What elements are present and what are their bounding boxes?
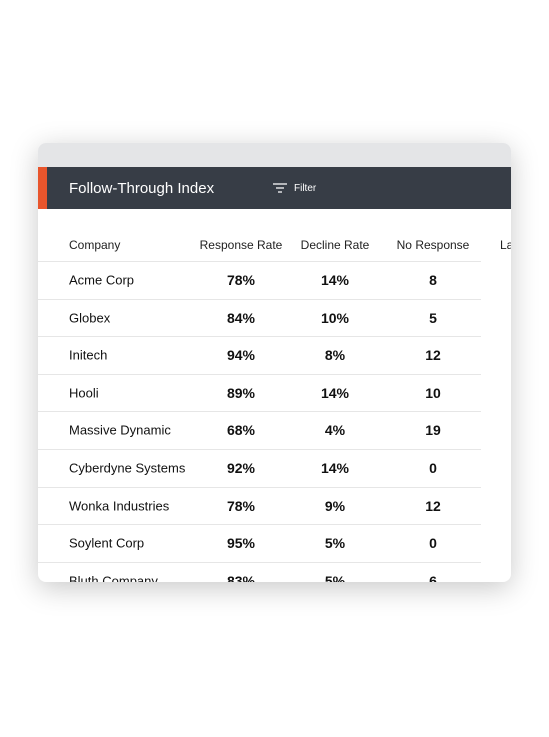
- table-cell: 0: [429, 535, 437, 552]
- table-cell: 4%: [324, 422, 346, 439]
- row-divider: [38, 261, 481, 262]
- company-name: Wonka Industries: [69, 498, 170, 514]
- table-cell: 5%: [324, 572, 346, 582]
- row-divider: [38, 524, 481, 526]
- column-header: La: [500, 238, 511, 252]
- table-cell: 78%: [226, 497, 256, 514]
- table-cell: 68%: [226, 422, 256, 439]
- header-bar: Follow-Through Index Filter: [38, 167, 511, 209]
- table-cell: 12: [425, 347, 441, 364]
- table-cell: 12: [425, 497, 441, 514]
- row-divider: [38, 336, 481, 338]
- row-divider: [38, 298, 481, 300]
- table-card: Follow-Through Index Filter Company Respo…: [38, 143, 511, 582]
- table-cell: 9%: [324, 497, 346, 514]
- table-cell: 5%: [324, 535, 346, 552]
- column-header: No Response: [396, 238, 470, 252]
- top-strip: [38, 143, 511, 167]
- column-header: Response Rate: [199, 238, 283, 252]
- column-header: Company: [69, 238, 121, 252]
- table-cell: 83%: [226, 572, 256, 582]
- table-cell: 89%: [226, 384, 256, 401]
- table-cell: 5: [429, 309, 437, 326]
- table-cell: 10%: [320, 309, 350, 326]
- table-cell: 19: [425, 422, 441, 439]
- row-divider: [38, 486, 481, 488]
- table-cell: 14%: [320, 460, 350, 476]
- row-divider: [38, 373, 481, 375]
- company-name: Acme Corp: [69, 272, 135, 288]
- table-cell: 14%: [320, 384, 350, 401]
- row-divider: [38, 449, 481, 450]
- company-name: Bluth Company: [69, 573, 158, 582]
- company-name: Massive Dynamic: [69, 422, 171, 438]
- table-cell: 84%: [226, 309, 256, 326]
- table-cell: 94%: [226, 347, 256, 364]
- table-cell: 8: [429, 272, 437, 288]
- company-name: Soylent Corp: [69, 535, 145, 551]
- company-name: Initech: [69, 347, 108, 363]
- company-name: Globex: [69, 310, 111, 326]
- company-name: Cyberdyne Systems: [69, 460, 186, 476]
- filter-button[interactable]: Filter: [294, 183, 317, 194]
- accent: [38, 167, 47, 209]
- filter-icon[interactable]: [272, 182, 288, 194]
- table-cell: 8%: [324, 347, 346, 364]
- row-divider: [38, 561, 481, 563]
- table-cell: 14%: [320, 272, 350, 288]
- table-cell: 10: [425, 384, 441, 401]
- table-cell: 92%: [226, 460, 256, 476]
- title: Follow-Through Index: [69, 180, 215, 197]
- company-name: Hooli: [69, 385, 99, 401]
- table-cell: 0: [429, 460, 437, 476]
- column-header: Decline Rate: [300, 238, 370, 252]
- row-divider: [38, 411, 481, 413]
- table-cell: 95%: [226, 535, 256, 552]
- table-cell: 6: [429, 572, 437, 582]
- table-cell: 78%: [226, 272, 256, 288]
